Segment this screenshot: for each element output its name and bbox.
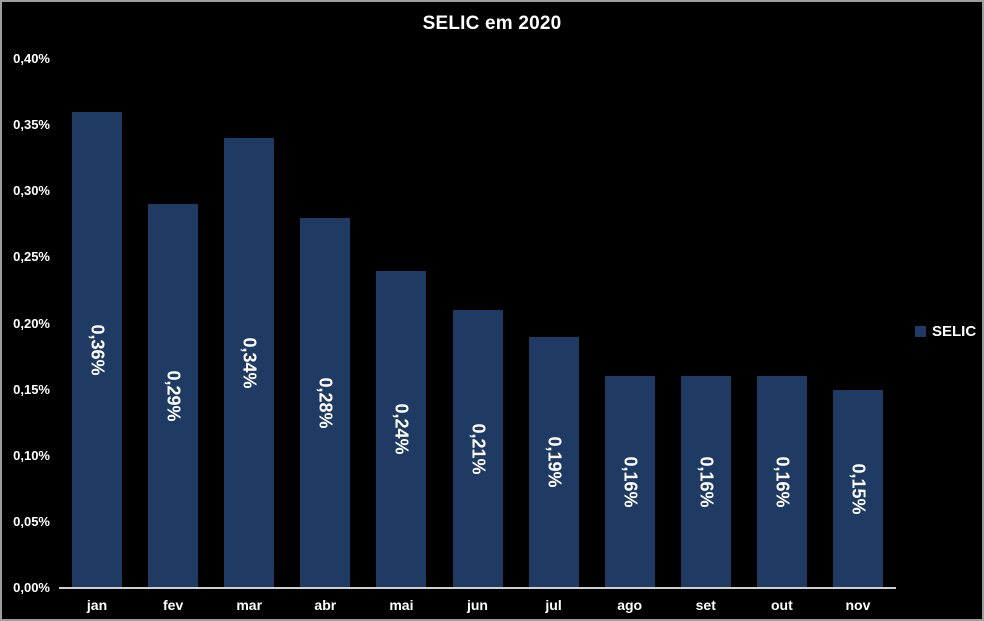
y-axis-tick-label: 0,20% [13, 315, 50, 331]
bar-value-label: 0,28% [315, 377, 336, 429]
y-axis-tick-label: 0,35% [13, 117, 50, 133]
bar-value-label: 0,16% [772, 456, 793, 508]
x-axis-label-ago: ago [617, 597, 643, 613]
bar-jun: 0,21% [452, 310, 503, 588]
x-axis-label-jul: jul [545, 597, 562, 613]
legend: SELIC [915, 323, 976, 340]
x-axis-label-abr: abr [314, 597, 337, 613]
x-axis-label-jun: jun [466, 597, 488, 613]
bar-value-label: 0,36% [87, 324, 108, 376]
bar-out: 0,16% [756, 376, 807, 588]
y-axis-tick-label: 0,15% [13, 381, 50, 397]
bar-mai: 0,24% [376, 270, 427, 588]
chart-title: SELIC em 2020 [422, 13, 562, 34]
y-axis-tick-label: 0,30% [13, 183, 50, 199]
bar-value-label: 0,24% [391, 403, 412, 455]
bar-jul: 0,19% [528, 336, 579, 588]
bar-value-label: 0,29% [163, 370, 184, 422]
bar-value-label: 0,21% [468, 423, 488, 475]
y-axis-tick-label: 0,25% [13, 249, 50, 265]
x-axis-label-jan: jan [86, 597, 108, 613]
bar-value-label: 0,16% [696, 456, 717, 508]
bar-value-label: 0,15% [848, 463, 869, 515]
bar-set: 0,16% [680, 376, 731, 588]
y-axis-tick-label: 0,10% [13, 447, 50, 463]
bar-value-label: 0,34% [239, 337, 260, 389]
bar-ago: 0,16% [604, 376, 655, 588]
bar-nov: 0,15% [832, 389, 883, 588]
bar-fev: 0,29% [148, 204, 199, 588]
x-axis-line [59, 587, 896, 589]
bar-value-label: 0,19% [544, 436, 565, 488]
x-axis-label-fev: fev [163, 597, 184, 613]
legend-swatch-icon [915, 326, 926, 337]
bar-mar: 0,34% [224, 138, 275, 588]
y-axis-tick-label: 0,00% [13, 580, 50, 595]
y-axis-tick-label: 0,05% [13, 513, 50, 529]
bar-jan: 0,36% [72, 111, 123, 588]
x-axis-label-out: out [770, 597, 793, 613]
x-axis-label-mar: mar [236, 597, 263, 613]
bar-value-label: 0,16% [620, 456, 641, 508]
legend-label: SELIC [932, 323, 977, 340]
x-axis-label-nov: nov [845, 597, 871, 613]
bar-abr: 0,28% [300, 217, 351, 588]
y-axis-tick-label: 0,40% [13, 51, 50, 66]
x-axis-label-mai: mai [389, 597, 414, 613]
x-axis-label-set: set [695, 597, 716, 613]
